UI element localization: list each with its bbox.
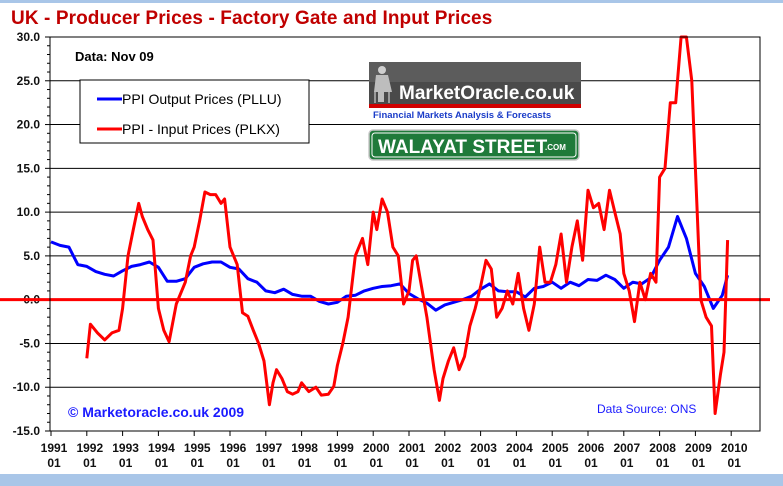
legend-box — [79, 79, 310, 144]
x-tick-label-month: 01 — [298, 456, 312, 470]
marketoracle-logo: MarketOracle.co.uk Financial Markets Ana… — [369, 62, 581, 121]
series-line-input-prices — [85, 35, 730, 415]
x-tick-label-month: 01 — [119, 456, 133, 470]
x-tick-label-year: 2006 — [578, 441, 605, 455]
y-tick-label: 5.0 — [23, 249, 40, 263]
series-line-output-prices — [50, 215, 730, 312]
x-tick-label-month: 01 — [155, 456, 169, 470]
x-tick-label-year: 2001 — [399, 441, 426, 455]
x-tick-label-year: 1999 — [327, 441, 354, 455]
walayat-com-label: .COM — [545, 143, 566, 152]
x-tick-label-year: 1998 — [291, 441, 318, 455]
series-lines — [50, 35, 730, 415]
y-tick-label: 30.0 — [17, 30, 41, 44]
x-tick-label-year: 2005 — [542, 441, 569, 455]
x-tick-label-year: 2007 — [613, 441, 640, 455]
bottom-border-strip — [0, 474, 783, 486]
legend: PPI Output Prices (PLLU) PPI - Input Pri… — [79, 79, 310, 144]
y-tick-label: -10.0 — [13, 380, 41, 394]
logo-red-bar — [369, 104, 581, 108]
marketoracle-tagline: Financial Markets Analysis & Forecasts — [373, 110, 551, 121]
x-tick-label-month: 01 — [656, 456, 670, 470]
x-axis: 1991011992011993011994011995011996011997… — [41, 431, 748, 470]
x-tick-label-month: 01 — [620, 456, 634, 470]
x-tick-label-month: 01 — [191, 456, 205, 470]
marketoracle-name: MarketOracle.co.uk — [399, 83, 575, 104]
x-tick-label-year: 2008 — [649, 441, 676, 455]
legend-label-output: PPI Output Prices (PLLU) — [122, 91, 282, 107]
walayat-street-label: WALAYAT STREET — [378, 137, 548, 158]
y-tick-label: -15.0 — [13, 424, 41, 438]
top-border-strip — [0, 0, 783, 3]
x-tick-label-month: 01 — [441, 456, 455, 470]
x-tick-label-year: 1992 — [76, 441, 103, 455]
x-tick-label-year: 2003 — [470, 441, 497, 455]
data-source-annotation: Data Source: ONS — [597, 402, 696, 416]
y-tick-label: 25.0 — [17, 74, 41, 88]
x-tick-label-year: 1995 — [184, 441, 211, 455]
x-tick-label-month: 01 — [549, 456, 563, 470]
x-tick-label-month: 01 — [405, 456, 419, 470]
x-tick-label-month: 01 — [370, 456, 384, 470]
statue-icon — [374, 66, 392, 103]
x-tick-label-year: 1996 — [220, 441, 247, 455]
x-tick-label-month: 01 — [262, 456, 276, 470]
walayat-street-sign: WALAYAT STREET .COM — [368, 129, 580, 161]
y-tick-label: 15.0 — [17, 161, 41, 175]
legend-label-input: PPI - Input Prices (PLKX) — [122, 121, 280, 137]
x-tick-label-year: 1991 — [41, 441, 68, 455]
x-tick-label-year: 1997 — [255, 441, 282, 455]
x-tick-label-year: 1993 — [112, 441, 139, 455]
x-tick-label-year: 2010 — [721, 441, 748, 455]
x-tick-label-year: 1994 — [148, 441, 175, 455]
x-tick-label-month: 01 — [728, 456, 742, 470]
x-tick-label-month: 01 — [513, 456, 527, 470]
x-tick-label-month: 01 — [47, 456, 61, 470]
x-tick-label-month: 01 — [584, 456, 598, 470]
x-tick-label-month: 01 — [226, 456, 240, 470]
x-tick-label-month: 01 — [477, 456, 491, 470]
chart-title: UK - Producer Prices - Factory Gate and … — [11, 8, 493, 29]
x-tick-label-month: 01 — [334, 456, 348, 470]
x-tick-label-month: 01 — [692, 456, 706, 470]
x-tick-label-year: 2009 — [685, 441, 712, 455]
x-tick-label-year: 2002 — [434, 441, 461, 455]
x-tick-label-year: 2004 — [506, 441, 533, 455]
data-date-note: Data: Nov 09 — [75, 49, 154, 64]
y-tick-label: -5.0 — [19, 336, 40, 350]
x-tick-label-month: 01 — [83, 456, 97, 470]
y-tick-label: 10.0 — [17, 205, 41, 219]
x-tick-label-year: 2000 — [363, 441, 390, 455]
y-axis: 30.025.020.015.010.05.00.0-5.0-10.0-15.0 — [13, 30, 50, 438]
plot-area-frame — [49, 36, 761, 432]
copyright-annotation: © Marketoracle.co.uk 2009 — [68, 404, 244, 420]
sign-background — [368, 129, 580, 161]
y-tick-label: 20.0 — [17, 118, 41, 132]
